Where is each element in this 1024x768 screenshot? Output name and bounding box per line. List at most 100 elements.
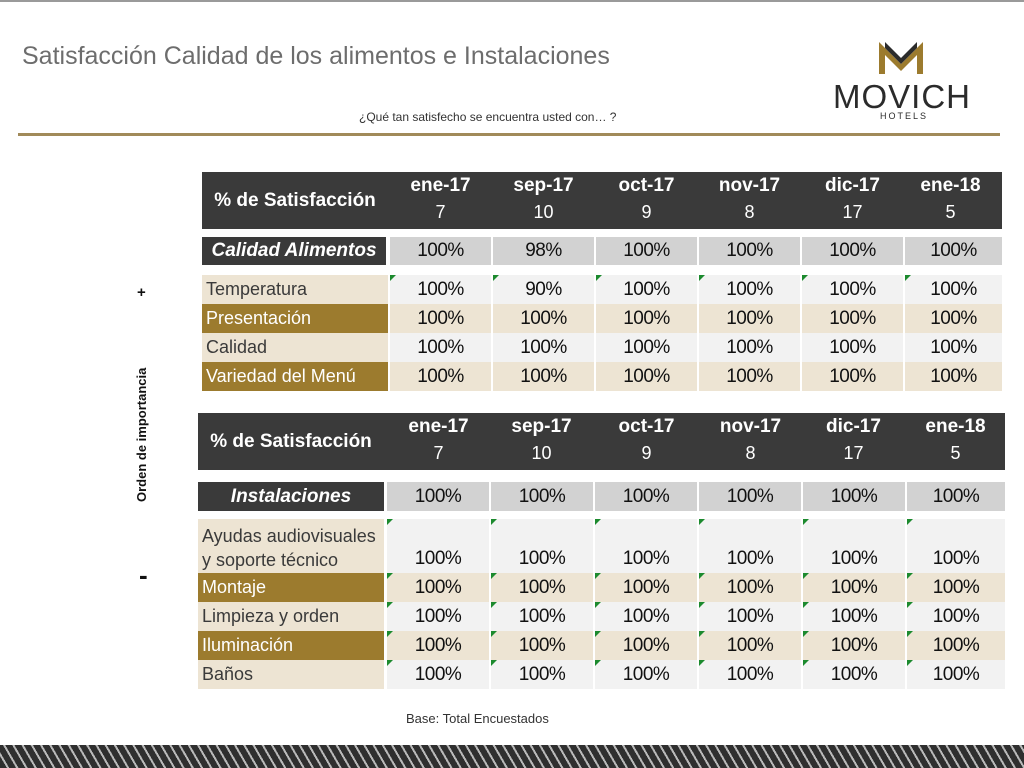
- table2-cell: 100%: [699, 573, 801, 602]
- table2-cell: 100%: [699, 631, 801, 660]
- cell-value: 100%: [622, 635, 670, 656]
- period-n: 10: [531, 443, 552, 463]
- cell-value: 100%: [930, 279, 977, 300]
- table2-row-label: Iluminación: [198, 631, 384, 660]
- comment-marker-icon: [699, 660, 705, 666]
- table1-period: ene-17 7: [389, 172, 492, 223]
- table1-summary-cell: 100%: [596, 237, 697, 265]
- table2-cell: 100%: [387, 631, 489, 660]
- table1-period: ene-18 5: [899, 172, 1002, 223]
- cell-value: 100%: [623, 308, 670, 329]
- period-month: sep-17: [511, 416, 572, 437]
- comment-marker-icon: [907, 519, 913, 525]
- table1-cell: 100%: [596, 333, 697, 362]
- cell-value: 100%: [414, 635, 462, 656]
- cell-value: 100%: [829, 279, 876, 300]
- comment-marker-icon: [595, 573, 601, 579]
- period-n: 8: [745, 443, 756, 463]
- cell-value: 100%: [622, 548, 670, 569]
- cell-value: 100%: [932, 548, 980, 569]
- table2-cell: 100%: [907, 519, 1005, 573]
- table2-cell: 100%: [387, 660, 489, 689]
- comment-marker-icon: [803, 602, 809, 608]
- table1-cell: 100%: [493, 333, 594, 362]
- period-month: nov-17: [718, 175, 781, 196]
- comment-marker-icon: [493, 275, 499, 281]
- cell-value: 100%: [518, 635, 566, 656]
- table1-row-label: Presentación: [202, 304, 388, 333]
- table1-cell: 100%: [390, 333, 491, 362]
- table1-period: dic-17 17: [801, 172, 904, 223]
- table2-cell: 100%: [907, 602, 1005, 631]
- period-month: nov-17: [719, 416, 782, 437]
- comment-marker-icon: [699, 519, 705, 525]
- importance-minus-marker: -: [139, 560, 148, 590]
- cell-value: 100%: [414, 606, 462, 627]
- period-month: dic-17: [825, 175, 880, 196]
- table2-header: % de Satisfacción ene-17 7 sep-17 10 oct-1…: [198, 413, 1005, 470]
- table1-cell: 100%: [699, 304, 800, 333]
- table2-cell: 100%: [491, 660, 593, 689]
- importance-plus-marker: +: [137, 284, 146, 301]
- period-n: 10: [533, 202, 554, 222]
- table1-period: oct-17 9: [595, 172, 698, 223]
- cell-value: 100%: [932, 664, 980, 685]
- table1-cell: 100%: [699, 333, 800, 362]
- title-divider: [18, 133, 1000, 136]
- comment-marker-icon: [699, 275, 705, 281]
- table1-cell: 100%: [905, 362, 1002, 391]
- comment-marker-icon: [491, 519, 497, 525]
- table1-cell: 100%: [905, 333, 1002, 362]
- cell-value: 100%: [726, 606, 774, 627]
- table1-cell: 100%: [596, 362, 697, 391]
- comment-marker-icon: [907, 602, 913, 608]
- table2-header-label: % de Satisfacción: [210, 430, 372, 452]
- top-border: [0, 0, 1024, 2]
- table2-cell: 100%: [907, 573, 1005, 602]
- comment-marker-icon: [387, 602, 393, 608]
- movich-monogram-icon: [879, 42, 923, 74]
- logo-brand: MOVICH: [833, 78, 971, 115]
- cell-value: 100%: [518, 577, 566, 598]
- cell-value: 100%: [623, 279, 670, 300]
- table1-summary-cell: 100%: [390, 237, 491, 265]
- comment-marker-icon: [387, 573, 393, 579]
- period-n: 9: [641, 443, 652, 463]
- table2-cell: 100%: [387, 519, 489, 573]
- period-month: ene-18: [920, 175, 981, 196]
- cell-value: 100%: [518, 664, 566, 685]
- comment-marker-icon: [595, 660, 601, 666]
- table1-cell: 100%: [596, 275, 697, 304]
- cell-value: 100%: [830, 577, 878, 598]
- table2-period: dic-17 17: [802, 413, 905, 464]
- comment-marker-icon: [491, 602, 497, 608]
- table2-cell: 100%: [907, 631, 1005, 660]
- table1-summary-label: Calidad Alimentos: [202, 237, 386, 265]
- table2-row-label: Ayudas audiovisuales y soporte técnico: [198, 519, 384, 573]
- table2-cell: 100%: [803, 602, 905, 631]
- table1-cell: 100%: [802, 362, 903, 391]
- table2-cell: 100%: [491, 519, 593, 573]
- cell-value: 100%: [414, 664, 462, 685]
- comment-marker-icon: [595, 631, 601, 637]
- comment-marker-icon: [387, 519, 393, 525]
- comment-marker-icon: [905, 275, 911, 281]
- table2-cell: 100%: [699, 519, 801, 573]
- period-n: 7: [433, 443, 444, 463]
- period-n: 9: [641, 202, 652, 222]
- comment-marker-icon: [907, 631, 913, 637]
- table1-header: % de Satisfacción ene-17 7 sep-17 10 oct-1…: [202, 172, 1002, 229]
- cell-value: 100%: [829, 337, 876, 358]
- table2-summary-cell: 100%: [907, 482, 1005, 511]
- cell-value: 100%: [726, 664, 774, 685]
- table2-row-label: Limpieza y orden: [198, 602, 384, 631]
- cell-value: 100%: [726, 308, 773, 329]
- table1-summary-cell: 100%: [802, 237, 903, 265]
- cell-value: 100%: [726, 337, 773, 358]
- table1-summary-cell: 100%: [905, 237, 1002, 265]
- comment-marker-icon: [491, 631, 497, 637]
- cell-value: 100%: [622, 577, 670, 598]
- cell-value: 100%: [930, 337, 977, 358]
- cell-value: 100%: [830, 635, 878, 656]
- cell-value: 100%: [417, 279, 464, 300]
